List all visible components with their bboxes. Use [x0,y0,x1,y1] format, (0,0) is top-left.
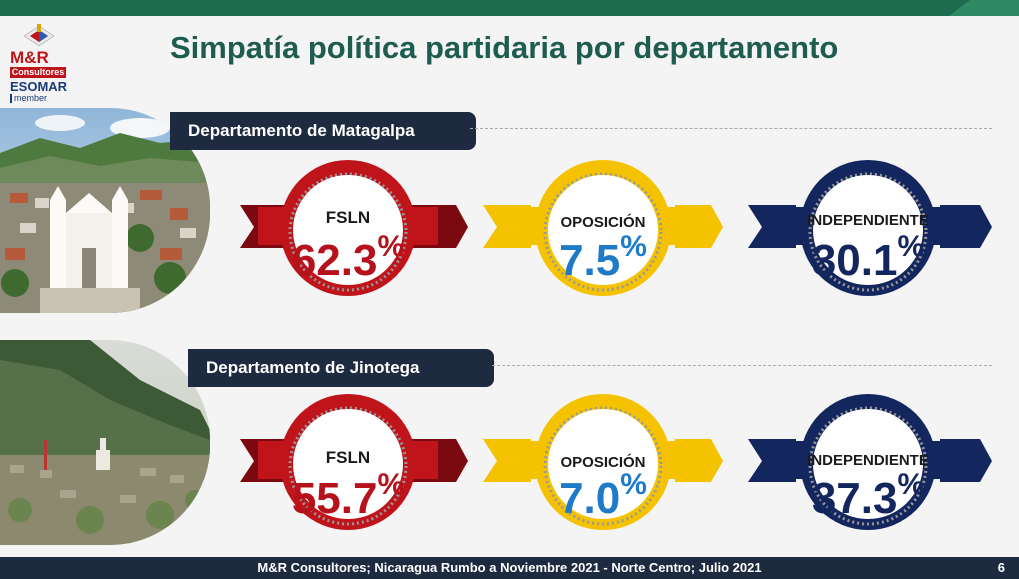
yellow-ribbon-icon [483,394,723,530]
party-percentage: 30.1% [811,230,925,285]
yellow-ribbon-icon [483,160,723,296]
top-bar [0,0,1019,16]
navy-ribbon-icon [748,394,992,530]
party-label: FSLN [325,448,371,467]
top-bar-accent [949,0,1019,16]
party-percentage: 55.7% [291,468,405,523]
matagalpa-photo [0,108,210,313]
footer-source: M&R Consultores; Nicaragua Rumbo a Novie… [257,560,762,575]
red-ribbon-icon [240,160,468,296]
logo-brand: M&R [10,48,49,67]
party-percentage: 7.0% [559,468,647,523]
red-ribbon-icon [240,394,468,530]
footer-bar: M&R Consultores; Nicaragua Rumbo a Novie… [0,557,1019,579]
party-label: INDEPENDIENTE [807,212,929,229]
party-label: INDEPENDIENTE [807,452,929,469]
logo-cube-icon [23,24,55,47]
page-number: 6 [997,560,1005,575]
company-logo: M&R Consultores ESOMAR member [6,22,78,106]
party-percentage: 7.5% [559,230,647,285]
result-badge-fsln-jinotega: FSLN 55.7% [228,384,468,534]
divider-line [492,365,992,366]
result-badge-independiente-jinotega: INDEPENDIENTE 37.3% [748,384,998,534]
navy-ribbon-icon [748,160,992,296]
party-percentage: 37.3% [811,468,925,523]
party-label: OPOSICIÓN [560,454,646,471]
result-badge-independiente-matagalpa: INDEPENDIENTE 30.1% [748,150,998,300]
logo-sub: Consultores [10,67,66,78]
department-label-matagalpa: Departamento de Matagalpa [170,112,476,150]
party-label: OPOSICIÓN [560,214,646,231]
divider-line [470,128,992,129]
page-title: Simpatía política partidaria por departa… [170,30,839,65]
jinotega-photo [0,340,210,545]
result-badge-fsln-matagalpa: FSLN 62.3% [228,150,468,300]
logo-member: member [10,94,47,103]
party-label: FSLN [325,208,371,227]
department-label-jinotega: Departamento de Jinotega [188,349,494,387]
result-badge-oposicion-jinotega: OPOSICIÓN 7.0% [483,384,723,534]
party-percentage: 62.3% [291,230,405,285]
logo-assoc: ESOMAR [10,79,68,94]
result-badge-oposicion-matagalpa: OPOSICIÓN 7.5% [483,150,723,300]
